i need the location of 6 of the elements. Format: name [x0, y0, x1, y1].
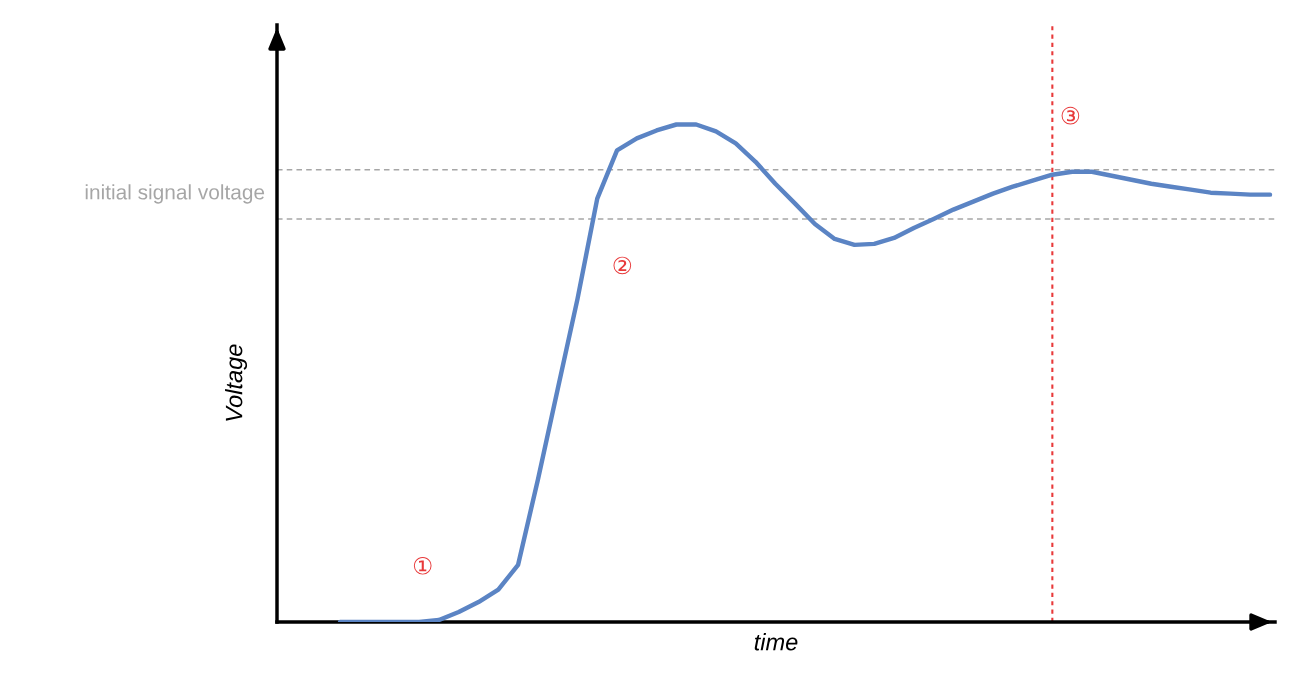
y-axis-title: Voltage: [225, 344, 248, 421]
x-axis-title: time: [754, 633, 798, 651]
annotation: ②: [613, 256, 632, 275]
text: ③: [1061, 106, 1080, 125]
text: initial signal voltage: [85, 184, 265, 204]
annotation: ①: [413, 556, 432, 575]
